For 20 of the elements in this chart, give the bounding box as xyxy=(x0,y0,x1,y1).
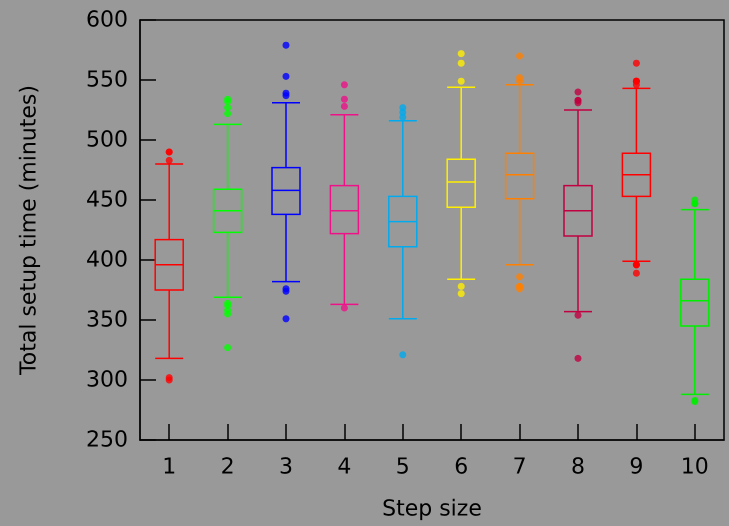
y-tick-label: 300 xyxy=(86,368,128,392)
x-tick-label: 7 xyxy=(512,454,527,480)
y-tick-label: 250 xyxy=(86,428,128,452)
y-tick-label: 350 xyxy=(86,308,128,332)
y-tick-label: 400 xyxy=(86,248,128,272)
y-tick-label: 550 xyxy=(86,68,128,92)
x-tick-label: 4 xyxy=(337,454,352,480)
x-tick-label: 8 xyxy=(571,454,585,480)
x-tick-label: 5 xyxy=(396,454,410,480)
y-tick-label: 500 xyxy=(86,128,128,152)
x-tick-label: 2 xyxy=(220,454,235,480)
x-tick-label: 1 xyxy=(162,454,176,480)
x-tick-label: 6 xyxy=(454,454,468,480)
y-tick-label: 600 xyxy=(86,8,128,32)
y-tick-label: 450 xyxy=(86,188,128,212)
x-tick-label: 3 xyxy=(279,454,293,480)
x-axis-title: Step size xyxy=(382,496,482,522)
x-tick-label: 10 xyxy=(680,454,709,480)
y-axis-title: Total setup time (minutes) xyxy=(16,85,42,376)
x-tick-label: 9 xyxy=(629,454,644,480)
